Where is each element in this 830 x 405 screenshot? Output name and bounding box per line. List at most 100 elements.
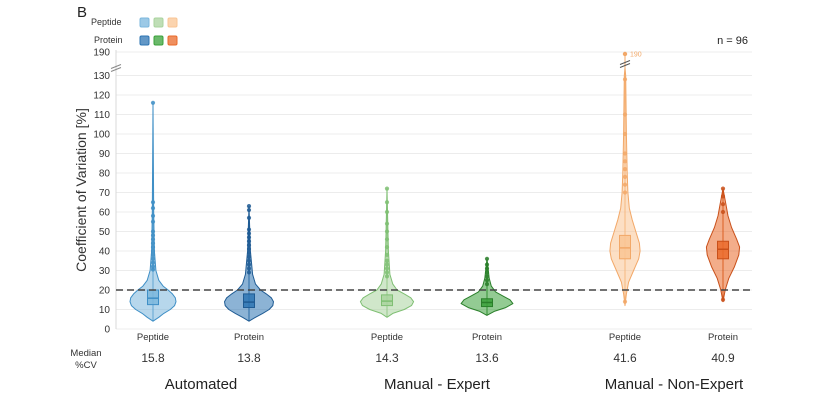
axis-break-mark-1 (110, 64, 122, 69)
outlier-manual-expert-protein-0 (484, 282, 490, 287)
median-header-line2: %CV (75, 360, 97, 371)
box-automated-protein (243, 293, 255, 309)
outlier-automated-peptide-3 (150, 256, 156, 261)
outlier-automated-peptide-9 (150, 233, 156, 238)
outlier-manual-non-expert-peptide-8 (622, 112, 628, 117)
outlier-automated-protein-13 (246, 207, 252, 213)
median-value-manual-expert-protein: 13.6 (475, 351, 499, 365)
outlier-manual-non-expert-peptide-5 (622, 159, 628, 164)
outlier-automated-protein-5 (246, 250, 252, 256)
outlier-manual-expert-protein-1 (484, 278, 490, 283)
y-tick-120: 120 (93, 91, 110, 102)
outlier-manual-expert-peptide-11 (384, 200, 390, 205)
outlier-manual-expert-protein-4 (484, 266, 490, 271)
outlier-manual-non-expert-protein-2 (720, 202, 726, 207)
box-manual-non-expert-peptide (619, 234, 631, 260)
outlier-manual-non-expert-peptide-0 (622, 299, 628, 304)
outlier-automated-protein-1 (246, 266, 252, 271)
y-tick-20: 20 (99, 286, 111, 297)
legend-swatch-protein-3 (167, 35, 178, 46)
gridlines (110, 50, 752, 330)
outlier-manual-expert-protein-2 (484, 274, 490, 279)
outlier-automated-protein-4 (246, 254, 252, 259)
outlier-automated-peptide-6 (150, 245, 156, 250)
legend-label-protein: Protein (94, 35, 123, 45)
outlier-manual-non-expert-protein-3 (720, 194, 726, 199)
outlier-automated-protein-0 (246, 270, 252, 275)
outlier-automated-peptide-1 (150, 264, 156, 269)
outlier-manual-expert-peptide-7 (384, 237, 390, 242)
outlier-automated-peptide-4 (150, 252, 156, 257)
median-value-manual-non-expert-peptide: 41.6 (613, 351, 637, 365)
violins: 190 (129, 51, 741, 322)
y-tick-90: 90 (99, 149, 111, 160)
group-label-automated: Automated (165, 376, 238, 393)
y-tick-40: 40 (99, 247, 111, 258)
outlier-manual-expert-peptide-5 (384, 252, 390, 257)
y-axis-label: Coefficient of Variation [%] (73, 108, 89, 272)
category-labels: Peptide Protein Peptide Protein Peptide Prote… (137, 332, 738, 343)
outlier-annotation-label: 190 (630, 52, 642, 59)
category-label-manual-non-expert-protein: Protein (708, 332, 738, 343)
y-axis-ticks: 0 10 20 30 40 50 60 70 80 90 100 110 120 130 190 (93, 48, 110, 336)
outlier-manual-expert-peptide-1 (384, 270, 390, 275)
y-tick-110: 110 (94, 110, 110, 121)
outlier-automated-protein-10 (246, 231, 252, 236)
outlier-manual-expert-peptide-6 (384, 245, 390, 250)
median-value-automated-protein: 13.8 (237, 351, 261, 365)
outlier-automated-protein-2 (246, 262, 252, 267)
group-labels: Automated Manual - Expert Manual - Non-Exp… (165, 376, 744, 393)
outlier-automated-peptide-15 (150, 100, 156, 105)
median-values: 15.8 13.8 14.3 13.6 41.6 40.9 (141, 351, 735, 365)
median-value-manual-expert-peptide: 14.3 (375, 351, 399, 365)
stem-break-1 (619, 60, 631, 65)
stem-break-2 (619, 63, 631, 68)
outlier-automated-peptide-13 (150, 206, 156, 211)
panel-label: B (77, 4, 87, 21)
outlier-automated-peptide-5 (150, 248, 156, 254)
outlier-manual-non-expert-peptide-9 (622, 77, 628, 82)
outlier-manual-expert-peptide-0 (384, 274, 390, 279)
outlier-manual-non-expert-peptide-3 (622, 174, 628, 179)
y-tick-60: 60 (99, 208, 111, 219)
category-label-automated-peptide: Peptide (137, 332, 169, 343)
outlier-automated-protein-12 (246, 215, 252, 220)
outlier-manual-expert-peptide-3 (384, 262, 390, 267)
y-tick-0: 0 (104, 325, 110, 336)
y-tick-190: 190 (93, 48, 110, 59)
legend-swatch-peptide-1 (139, 17, 150, 28)
category-label-automated-protein: Protein (234, 332, 264, 343)
outlier-automated-peptide-12 (150, 213, 156, 218)
outlier-manual-non-expert-peptide-7 (622, 131, 628, 137)
group-label-manual-expert: Manual - Expert (384, 376, 491, 393)
outlier-manual-expert-peptide-2 (384, 266, 390, 271)
y-tick-70: 70 (99, 188, 111, 199)
category-label-manual-non-expert-peptide: Peptide (609, 332, 641, 343)
y-tick-100: 100 (93, 130, 110, 141)
legend-swatch-peptide-2 (153, 17, 164, 28)
outlier-manual-expert-peptide-8 (384, 229, 390, 234)
outlier-automated-protein-7 (246, 243, 252, 248)
outlier-manual-expert-protein-5 (484, 262, 490, 267)
outlier-manual-non-expert-protein-4 (720, 186, 726, 191)
box-manual-expert-peptide (381, 294, 393, 307)
outlier-manual-non-expert-peptide-4 (622, 167, 628, 172)
outlier-annotated (622, 51, 628, 57)
box-automated-peptide (147, 289, 159, 306)
outlier-manual-expert-peptide-9 (384, 221, 390, 226)
box-manual-non-expert-protein (717, 240, 729, 260)
outlier-manual-expert-protein-3 (484, 270, 490, 275)
outlier-automated-peptide-10 (150, 229, 156, 234)
legend: Peptide Protein (91, 17, 178, 46)
outlier-automated-protein-9 (246, 235, 252, 240)
y-tick-30: 30 (99, 266, 111, 277)
median-value-manual-non-expert-protein: 40.9 (711, 351, 735, 365)
legend-label-peptide: Peptide (91, 17, 122, 27)
outlier-automated-peptide-7 (150, 241, 156, 246)
y-tick-10: 10 (99, 305, 111, 316)
median-header-line1: Median (70, 348, 101, 359)
legend-swatch-protein-1 (139, 35, 150, 46)
y-tick-130: 130 (93, 71, 110, 82)
outlier-automated-peptide-8 (150, 237, 156, 242)
